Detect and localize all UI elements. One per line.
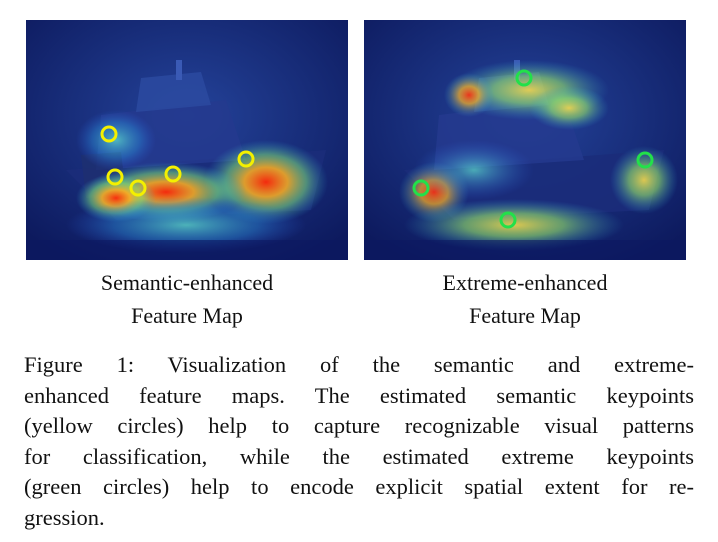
figure-caption-line: for classification, while the estimated … bbox=[24, 443, 694, 469]
caption-line: Feature Map bbox=[469, 303, 581, 328]
figure-caption: Figure 1: Visualization of the semantic … bbox=[24, 350, 694, 533]
extreme-feature-map-image bbox=[364, 20, 686, 260]
semantic-keypoint-circle bbox=[129, 179, 147, 197]
extreme-keypoint-circle bbox=[515, 69, 533, 87]
caption-line: Extreme-enhanced bbox=[442, 270, 608, 295]
extreme-keypoint-circle bbox=[499, 211, 517, 229]
figure-caption-line: Figure 1: Visualization of the semantic … bbox=[24, 352, 694, 377]
semantic-keypoint-circle bbox=[237, 150, 255, 168]
extreme-keypoint-circle bbox=[636, 151, 654, 169]
semantic-feature-map-caption: Semantic-enhanced Feature Map bbox=[26, 266, 348, 332]
extreme-keypoint-circle bbox=[412, 179, 430, 197]
figure-caption-line: enhanced feature maps. The estimated sem… bbox=[24, 382, 694, 408]
semantic-keypoint-circle bbox=[164, 165, 182, 183]
figure-caption-line: (yellow circles) help to capture recogni… bbox=[24, 413, 694, 438]
semantic-keypoints bbox=[100, 125, 255, 197]
extreme-feature-map-figure bbox=[364, 20, 686, 260]
semantic-feature-map-figure bbox=[26, 20, 348, 260]
figure-caption-line: gression. bbox=[24, 504, 105, 530]
caption-line: Semantic-enhanced bbox=[100, 270, 274, 295]
caption-line: Feature Map bbox=[131, 303, 243, 328]
extreme-feature-map-caption: Extreme-enhanced Feature Map bbox=[364, 266, 686, 332]
figure-caption-line: (green circles) help to encode explicit … bbox=[24, 474, 694, 499]
semantic-keypoint-circle bbox=[106, 168, 124, 186]
semantic-feature-map-image bbox=[26, 20, 348, 260]
extreme-keypoints bbox=[412, 69, 654, 229]
semantic-keypoint-circle bbox=[100, 125, 118, 143]
